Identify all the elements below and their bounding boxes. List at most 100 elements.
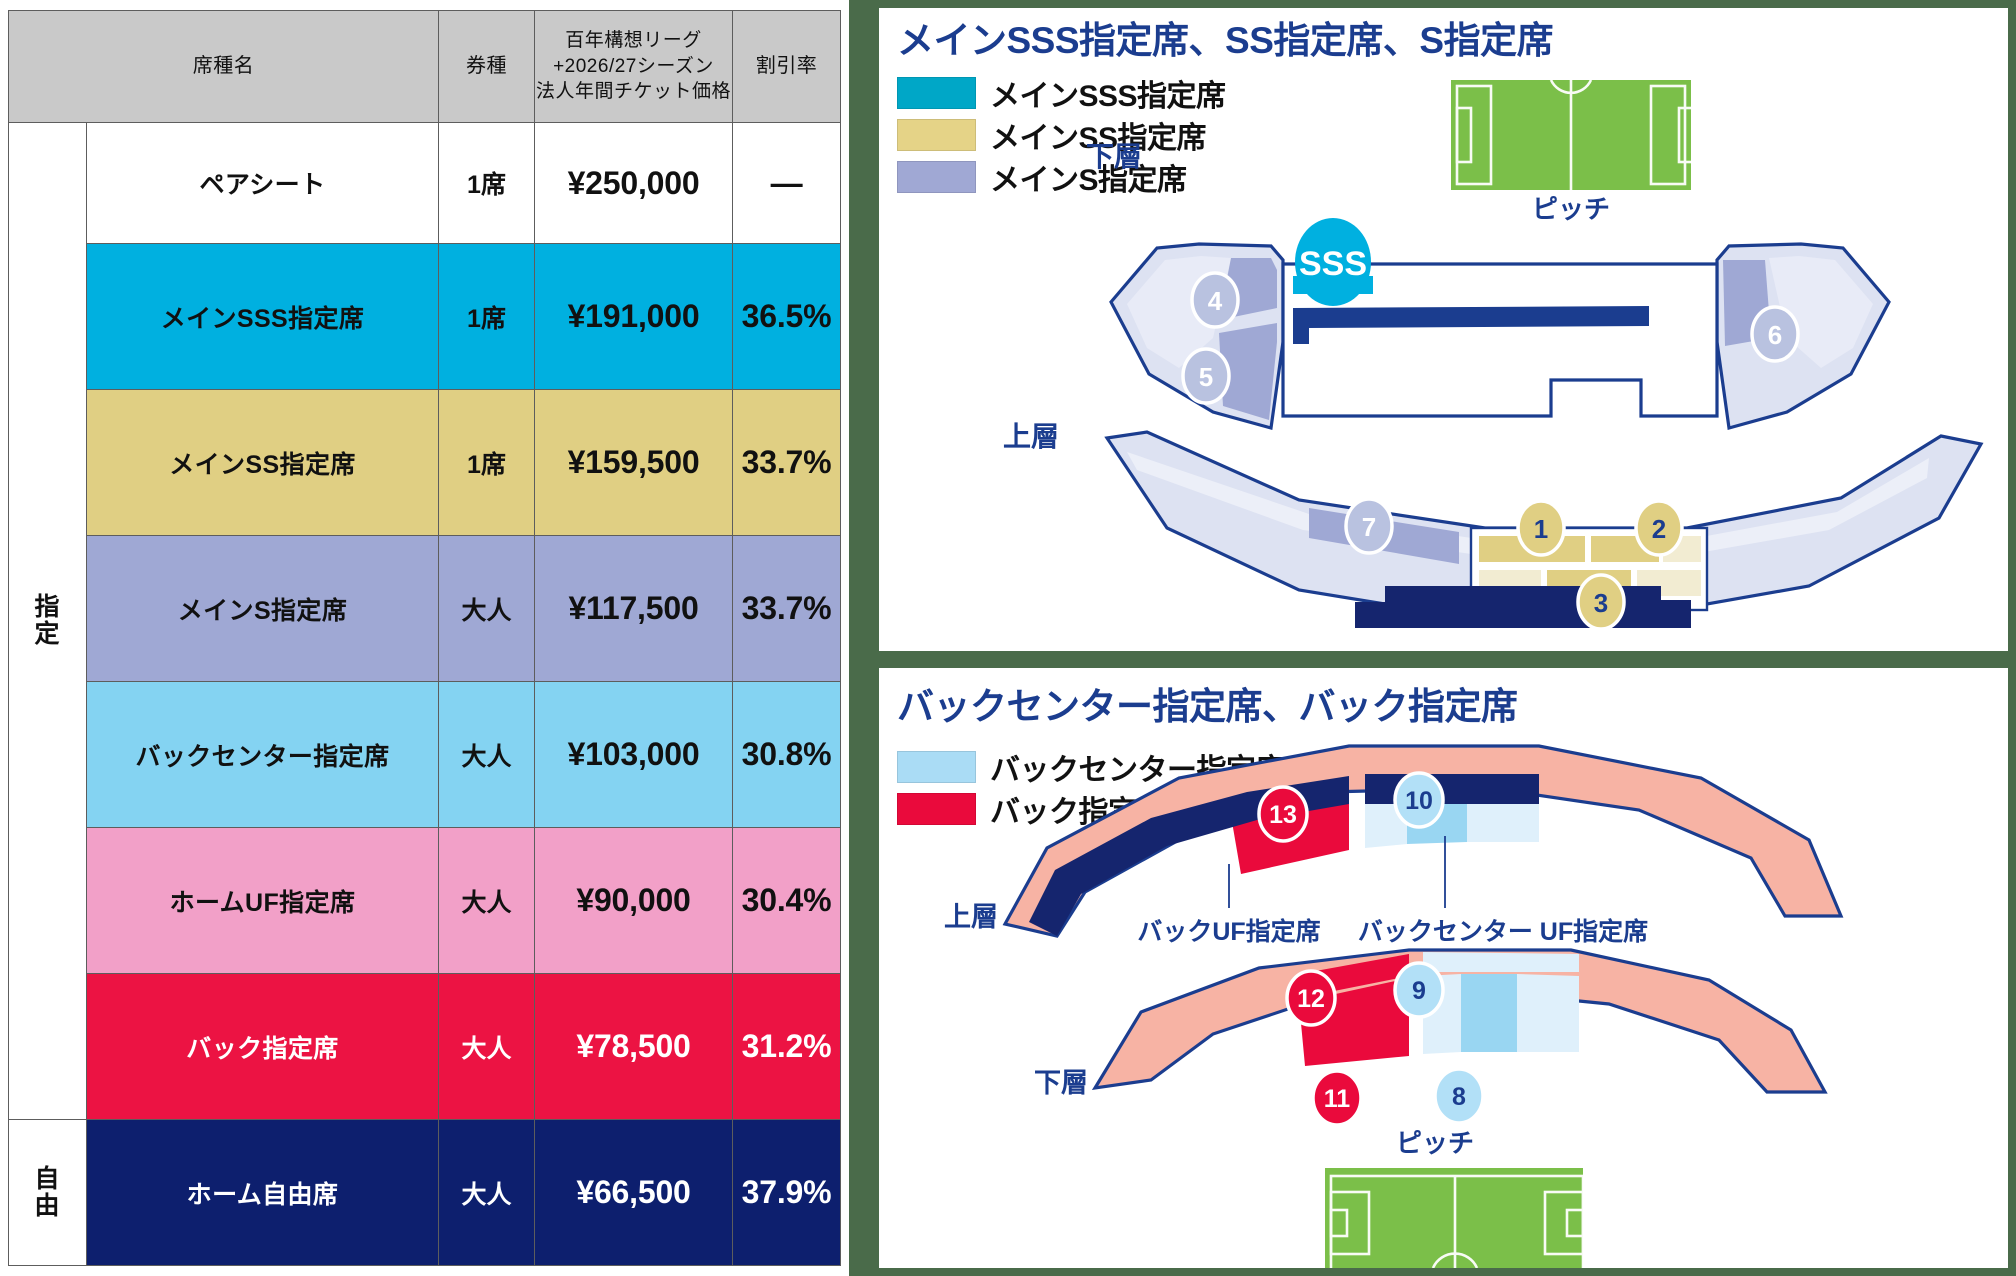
svg-text:SSS: SSS [1299,245,1367,283]
discount-cell: 33.7% [732,389,841,537]
price-cell: ¥191,000 [534,243,733,391]
price-cell: ¥90,000 [534,827,733,975]
header-ticket-type: 券種 [438,10,535,123]
svg-text:11: 11 [1324,1085,1351,1113]
ticket-type-cell: 大人 [438,681,535,829]
section-bubble-8[interactable]: 8 [1433,1067,1485,1125]
category-char: 定 [34,620,61,648]
main-stand-seatmap: ピッチ SSS [1003,79,1984,631]
table-row: ホームUF指定席 大人 ¥90,000 30.4% [9,827,841,975]
table-row: バック指定席 大人 ¥78,500 31.2% [9,973,841,1120]
category-char: 指 [34,593,61,621]
header-price-line1: 百年構想リーグ [565,29,702,51]
sss-badge: SSS [1295,218,1371,306]
lower-tier-right-wing [1715,242,1891,431]
pitch-label-back: ピッチ [1396,1128,1474,1158]
main-legend-item: メインSS指定席 [897,114,1226,156]
tier-label-upper-main: 上層 [1003,421,1059,452]
table-row: メインSSS指定席 1席 ¥191,000 36.5% [9,243,841,391]
main-legend-swatch [897,161,976,193]
pitch-label-main: ピッチ [1532,194,1610,224]
section-bubble-6[interactable]: 6 [1750,305,1800,363]
price-table-panel: 席種名 券種 百年構想リーグ +2026/27シーズン 法人年間チケット価格 割… [0,0,849,1276]
header-discount: 割引率 [732,10,841,123]
home-free-band [1355,586,1691,628]
main-legend-swatch [897,119,976,151]
svg-text:2: 2 [1652,514,1666,544]
discount-cell: 31.2% [732,973,841,1120]
seat-name-cell: バック指定席 [86,973,439,1120]
table-row: メインS指定席 大人 ¥117,500 33.7% [9,535,841,683]
section-bubble-9[interactable]: 9 [1393,961,1445,1019]
back-legend-swatch [897,751,976,783]
section-bubble-10[interactable]: 10 [1393,771,1445,829]
main-stand-panel: メインSSS指定席、SS指定席、S指定席 メインSSS指定席 メインSS指定席 メイ… [879,8,2008,651]
table-head: 席種名 券種 百年構想リーグ +2026/27シーズン 法人年間チケット価格 割… [8,10,841,123]
table-row: 自由ホーム自由席 大人 ¥66,500 37.9% [8,1119,841,1266]
seat-name-cell: メインS指定席 [86,535,439,683]
price-cell: ¥159,500 [534,389,733,537]
ticket-type-cell: 1席 [438,121,535,245]
discount-cell: — [732,121,841,245]
pitch-graphic-back [1325,1168,1585,1268]
svg-text:9: 9 [1412,977,1426,1005]
ticket-type-cell: 1席 [438,389,535,537]
callout-leaders [1228,836,1446,908]
category-cell-自由: 自由 [8,1119,87,1266]
header-seat-name: 席種名 [8,10,439,123]
section-bubble-5[interactable]: 5 [1181,347,1231,405]
table-body: 指定ペアシート 1席 ¥250,000— メインSSS指定席 1席 ¥191,000 36.… [8,121,841,1266]
ticket-price-table: 席種名 券種 百年構想リーグ +2026/27シーズン 法人年間チケット価格 割… [8,10,841,1266]
back-panel-title: バックセンター指定席、バック指定席 [897,686,1518,727]
category-char: 由 [34,1191,61,1220]
section-bubble-1[interactable]: 1 [1516,499,1566,557]
svg-text:1: 1 [1534,514,1548,544]
pitch-graphic [1451,79,1695,190]
seat-name-cell: ホームUF指定席 [86,827,439,975]
table-header-row: 席種名 券種 百年構想リーグ +2026/27シーズン 法人年間チケット価格 割… [8,10,841,123]
category-char: 自 [34,1164,61,1193]
svg-text:12: 12 [1297,985,1325,1013]
svg-text:8: 8 [1452,1083,1466,1111]
discount-cell: 37.9% [732,1119,841,1266]
table-row: メインSS指定席 1席 ¥159,500 33.7% [9,389,841,537]
callout-backcenter-uf-label: バックセンター UF指定席 [1358,917,1648,946]
main-legend-item: メインS指定席 [897,156,1226,198]
section-bubble-13[interactable]: 13 [1257,785,1309,843]
discount-cell: 36.5% [732,243,841,391]
price-cell: ¥250,000 [534,121,733,245]
callout-back-uf-label: バックUF指定席 [1137,917,1320,946]
main-legend-label: メインS指定席 [990,164,1187,197]
section-bubble-11[interactable]: 11 [1311,1069,1363,1127]
svg-text:13: 13 [1269,801,1297,829]
ticket-type-cell: 大人 [438,535,535,683]
main-panel-legend: メインSSS指定席 メインSS指定席 メインS指定席 [897,72,1226,198]
seat-name-cell: ホーム自由席 [86,1119,439,1266]
price-cell: ¥103,000 [534,681,733,829]
svg-text:3: 3 [1594,588,1608,618]
back-stand-seatmap: 上層 バックUF指定席 バックセンター UF指定席 下層 [944,744,1844,1268]
main-panel-title: メインSSS指定席、SS指定席、S指定席 [897,20,1554,61]
header-price: 百年構想リーグ +2026/27シーズン 法人年間チケット価格 [534,10,733,123]
section-bubble-4[interactable]: 4 [1190,271,1240,329]
section-bubble-3[interactable]: 3 [1576,573,1626,631]
ticket-type-cell: 大人 [438,973,535,1120]
seat-name-cell: メインSSS指定席 [86,243,439,391]
tier-label-lower-back: 下層 [1034,1068,1088,1098]
section-bubble-2[interactable]: 2 [1634,499,1684,557]
svg-text:5: 5 [1199,362,1213,392]
price-cell: ¥78,500 [534,973,733,1120]
ticket-type-cell: 大人 [438,1119,535,1266]
main-legend-label: メインSS指定席 [990,122,1207,155]
table-row: バックセンター指定席 大人 ¥103,000 30.8% [9,681,841,829]
ticket-type-cell: 大人 [438,827,535,975]
svg-text:6: 6 [1768,320,1782,350]
main-legend-swatch [897,77,976,109]
section-bubble-12[interactable]: 12 [1285,969,1337,1027]
svg-text:10: 10 [1405,787,1433,815]
price-cell: ¥66,500 [534,1119,733,1266]
tier-label-upper-back: 上層 [944,902,998,932]
ticket-type-cell: 1席 [438,243,535,391]
section-bubble-7[interactable]: 7 [1344,497,1394,555]
